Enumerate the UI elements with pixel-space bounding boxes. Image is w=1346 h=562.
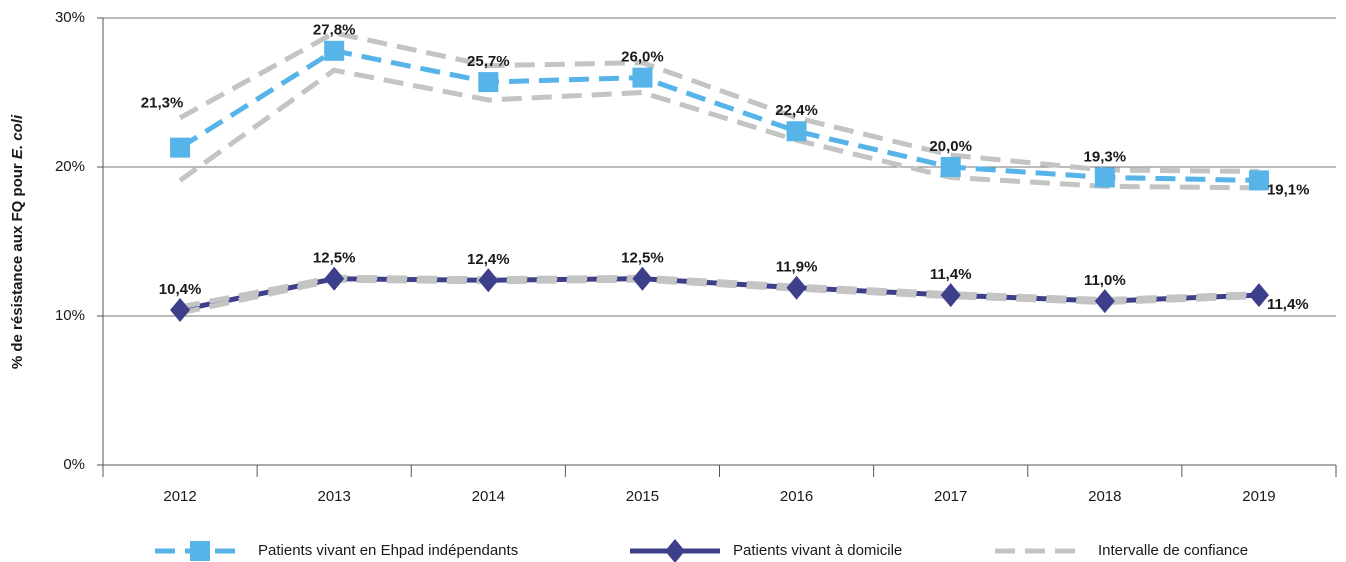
- value-label: 11,9%: [776, 259, 818, 276]
- y-tick-label: 0%: [63, 456, 85, 473]
- value-label: 20,0%: [929, 138, 972, 155]
- point: [1248, 283, 1269, 308]
- y-tick-label: 20%: [55, 158, 85, 175]
- y-tick-label: 30%: [55, 9, 85, 26]
- confidence-line: [178, 67, 1259, 191]
- x-tick-label: 2016: [780, 488, 813, 505]
- point: [940, 157, 961, 177]
- point: [1094, 167, 1115, 188]
- point: [786, 275, 807, 300]
- x-tick-label: 2013: [318, 488, 351, 505]
- legend-label: Patients vivant à domicile: [733, 542, 902, 559]
- value-label: 10,4%: [159, 281, 202, 298]
- value-label: 22,4%: [775, 102, 818, 119]
- legend-label: Intervalle de confiance: [1098, 542, 1248, 559]
- x-tick-label: 2017: [934, 488, 967, 505]
- point: [632, 266, 653, 291]
- point: [324, 40, 345, 61]
- legend-label: Patients vivant en Ehpad indépendants: [258, 542, 518, 559]
- y-tick-label: 10%: [55, 307, 85, 324]
- confidence-line: [178, 30, 1259, 174]
- point: [1094, 289, 1115, 314]
- value-label: 19,3%: [1084, 148, 1127, 165]
- x-tick-label: 2019: [1242, 488, 1275, 505]
- point: [1248, 170, 1269, 191]
- x-tick-label: 2014: [472, 488, 505, 505]
- point: [324, 266, 345, 291]
- y-axis-label-text: % de résistance aux FQ pour: [9, 163, 26, 369]
- point: [170, 298, 191, 323]
- value-label: 19,1%: [1267, 181, 1310, 198]
- confidence-line: [179, 274, 1260, 310]
- value-label: 12,5%: [621, 250, 664, 267]
- value-label: 12,5%: [313, 250, 356, 267]
- point: [170, 137, 191, 158]
- legend-marker: [190, 541, 210, 561]
- value-label: 21,3%: [141, 95, 184, 112]
- x-tick-label: 2012: [163, 488, 196, 505]
- x-tick-label: 2018: [1088, 488, 1121, 505]
- point: [478, 268, 499, 293]
- x-tick-label: 2015: [626, 488, 659, 505]
- series-line: [178, 48, 1259, 183]
- y-axis-label: % de résistance aux FQ pour E. coli: [9, 114, 26, 369]
- value-label: 26,0%: [621, 49, 664, 66]
- point: [786, 121, 807, 142]
- legend-marker: [665, 539, 685, 562]
- value-label: 12,4%: [467, 251, 510, 268]
- point: [478, 72, 499, 93]
- value-label: 11,4%: [1267, 296, 1309, 313]
- value-label: 27,8%: [313, 22, 356, 39]
- value-label: 11,0%: [1084, 272, 1126, 289]
- confidence-line: [179, 277, 1260, 316]
- value-label: 11,4%: [930, 266, 972, 283]
- y-axis-label-italic: E. coli: [9, 114, 26, 159]
- point: [632, 67, 653, 88]
- point: [940, 283, 961, 308]
- value-label: 25,7%: [467, 53, 510, 70]
